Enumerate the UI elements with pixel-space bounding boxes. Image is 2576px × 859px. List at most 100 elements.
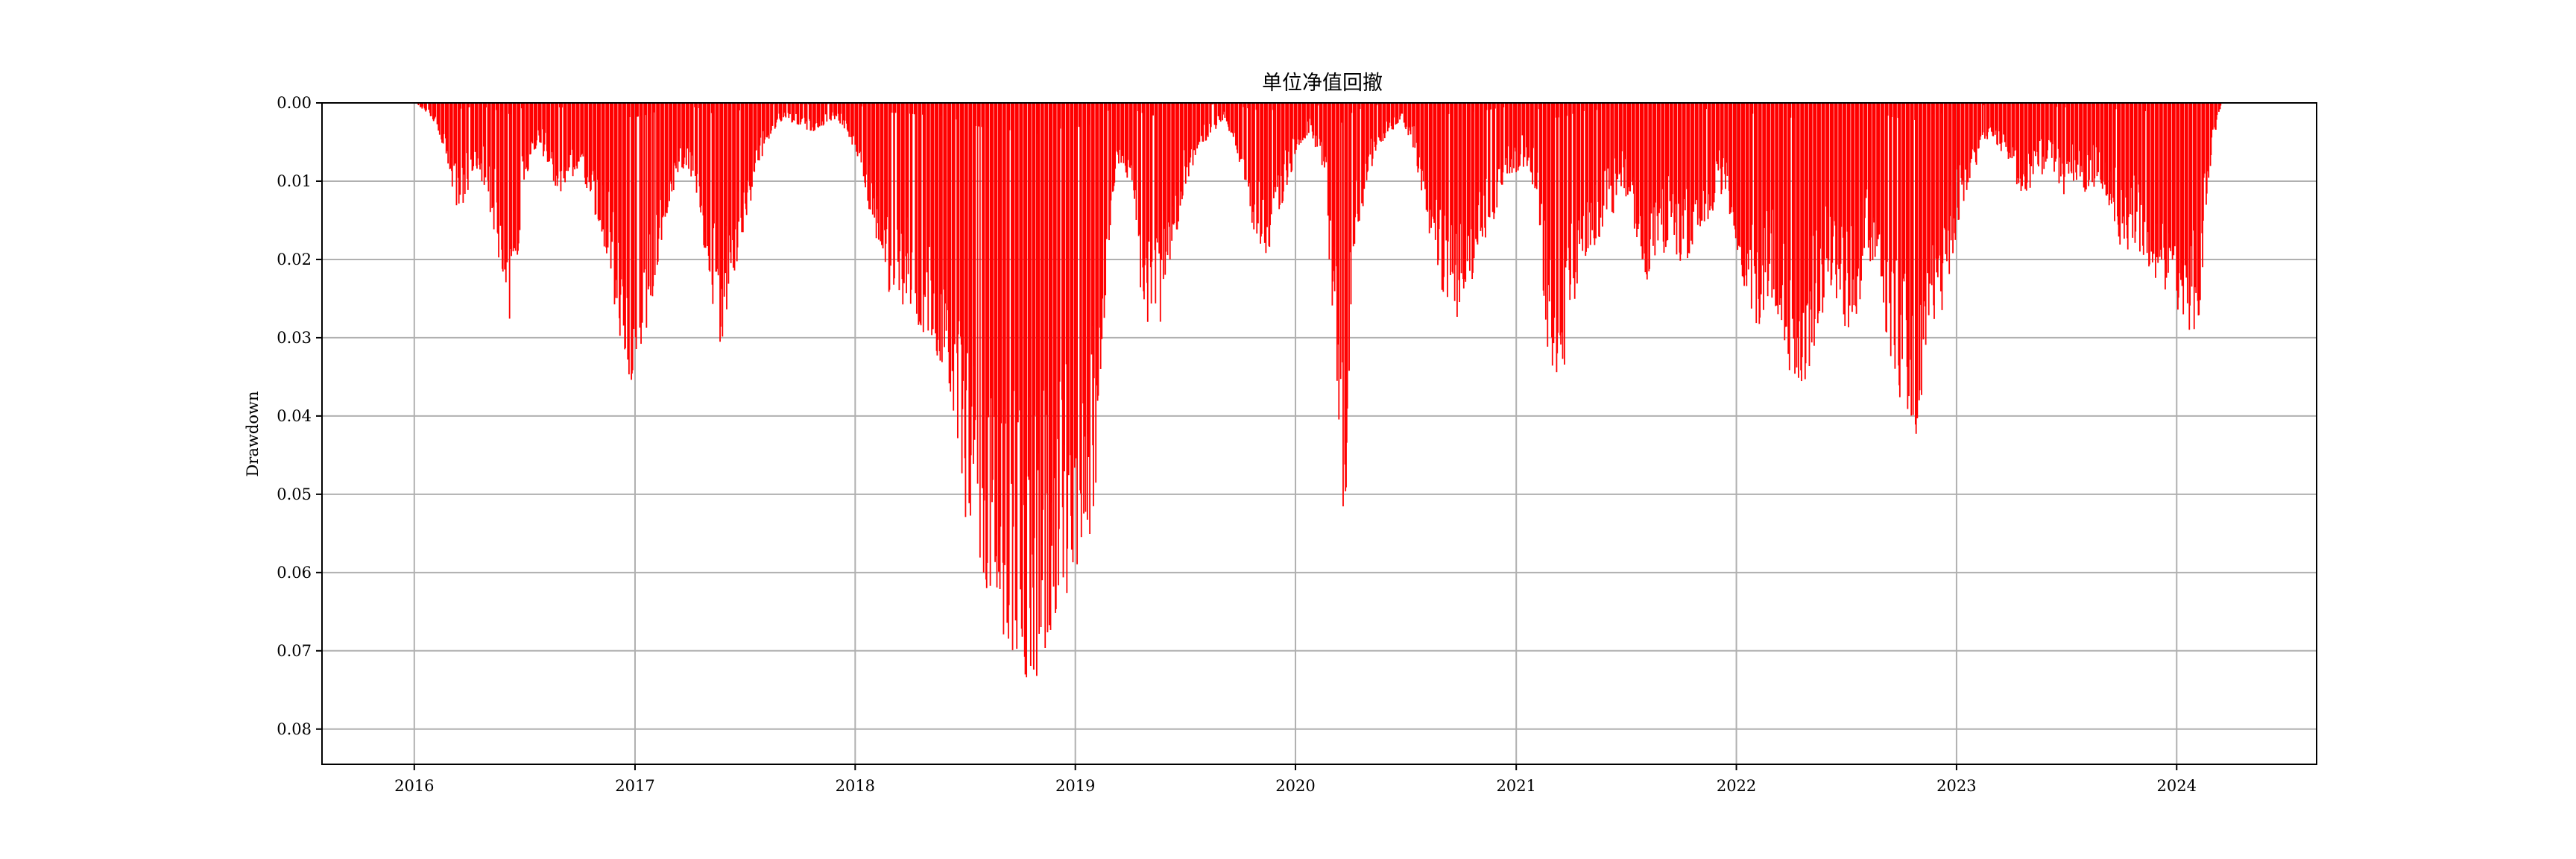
drawdown-bar [430, 103, 432, 116]
drawdown-bar [912, 103, 914, 114]
drawdown-bar [882, 103, 884, 249]
drawdown-bar [1333, 103, 1336, 292]
drawdown-bar [738, 103, 740, 222]
drawdown-bar [924, 103, 926, 298]
drawdown-bar [824, 103, 827, 115]
drawdown-bar [1997, 103, 1998, 145]
drawdown-bar [1325, 103, 1328, 163]
drawdown-bar [1338, 103, 1340, 420]
drawdown-bar [730, 103, 732, 263]
drawdown-bar [1169, 103, 1171, 259]
drawdown-bar [658, 103, 660, 228]
drawdown-bar [1038, 103, 1041, 634]
drawdown-bar [757, 103, 759, 160]
drawdown-bar [1726, 103, 1729, 176]
drawdown-bar [1498, 103, 1500, 169]
drawdown-bar [848, 103, 850, 137]
drawdown-bar [1921, 103, 1922, 395]
drawdown-bar [1910, 103, 1913, 416]
drawdown-bar [1790, 103, 1792, 118]
drawdown-bar [1190, 103, 1192, 150]
drawdown-bar [1435, 103, 1437, 200]
drawdown-bar [544, 103, 546, 133]
drawdown-bar [2195, 103, 2197, 293]
drawdown-bar [1946, 103, 1948, 262]
drawdown-bar [1064, 103, 1066, 472]
drawdown-bar [798, 103, 800, 125]
drawdown-bar [2007, 103, 2010, 159]
drawdown-bar [1600, 103, 1602, 218]
drawdown-bar [644, 103, 645, 270]
drawdown-bar [561, 103, 563, 108]
drawdown-bar [1097, 103, 1099, 396]
drawdown-bar [1389, 103, 1391, 123]
drawdown-bar [417, 103, 420, 106]
drawdown-bar [2005, 103, 2007, 147]
drawdown-bar [628, 103, 631, 118]
drawdown-bar [557, 103, 559, 179]
drawdown-bar [770, 103, 772, 130]
drawdown-bar [966, 103, 968, 353]
drawdown-bar [805, 103, 806, 122]
drawdown-bar [2140, 103, 2142, 205]
drawdown-bar [1118, 103, 1120, 150]
drawdown-bar [1694, 103, 1696, 204]
drawdown-bar [932, 103, 935, 294]
drawdown-bar [1763, 103, 1765, 228]
drawdown-bar [1085, 103, 1087, 512]
drawdown-bar [422, 103, 424, 107]
drawdown-bar [493, 103, 496, 169]
drawdown-bar [1266, 103, 1268, 227]
drawdown-bar [1617, 103, 1619, 180]
drawdown-bar [1579, 103, 1581, 245]
drawdown-bar [764, 103, 765, 140]
x-axis: 2016 2017 2018 2019 2020 2021 2022 2023 2024 [394, 764, 2197, 795]
drawdown-bar [1658, 103, 1661, 209]
drawdown-bar [1080, 103, 1082, 538]
drawdown-bar [1669, 103, 1671, 201]
drawdown-bar [1557, 103, 1559, 118]
drawdown-bar [1602, 103, 1603, 227]
drawdown-bar [1016, 103, 1018, 649]
drawdown-bar [1587, 103, 1589, 248]
drawdown-bar [436, 103, 438, 125]
drawdown-bar [1954, 103, 1957, 240]
drawdown-bar [818, 103, 821, 127]
drawdown-bar [1822, 103, 1824, 313]
drawdown-bar [1087, 103, 1090, 457]
drawdown-bar [991, 103, 994, 480]
drawdown-bar [1151, 103, 1153, 262]
drawdown-bar [2178, 103, 2180, 274]
drawdown-bar [1265, 103, 1267, 254]
drawdown-bar [1316, 103, 1319, 147]
drawdown-bar [1716, 103, 1718, 164]
drawdown-bar [587, 103, 588, 177]
drawdown-bar [751, 103, 753, 187]
drawdown-bar [2144, 103, 2146, 222]
drawdown-bar [1620, 103, 1623, 151]
drawdown-bar [1489, 103, 1491, 218]
drawdown-bar [1680, 103, 1682, 255]
drawdown-bar [1972, 103, 1973, 150]
drawdown-bar [2071, 103, 2074, 145]
drawdown-bar [1465, 103, 1467, 282]
x-tick-label: 2024 [2157, 777, 2197, 795]
drawdown-bar [1292, 103, 1293, 139]
drawdown-bar [464, 103, 466, 194]
drawdown-bar [1051, 103, 1053, 546]
drawdown-bar [1058, 103, 1061, 382]
drawdown-bar [1262, 103, 1264, 200]
x-tick-label: 2017 [615, 777, 654, 795]
drawdown-bar [1551, 103, 1553, 366]
drawdown-bar [1232, 103, 1234, 137]
drawdown-bar [443, 103, 445, 134]
drawdown-bar [540, 103, 542, 143]
drawdown-bar [1928, 103, 1930, 315]
drawdown-bar [681, 103, 683, 168]
drawdown-bar [1832, 103, 1834, 237]
y-tick-label: 0.04 [277, 407, 312, 425]
drawdown-bar [806, 103, 808, 130]
drawdown-bar [1370, 103, 1372, 139]
y-tick-label: 0.00 [277, 94, 312, 112]
drawdown-bar [468, 103, 470, 107]
